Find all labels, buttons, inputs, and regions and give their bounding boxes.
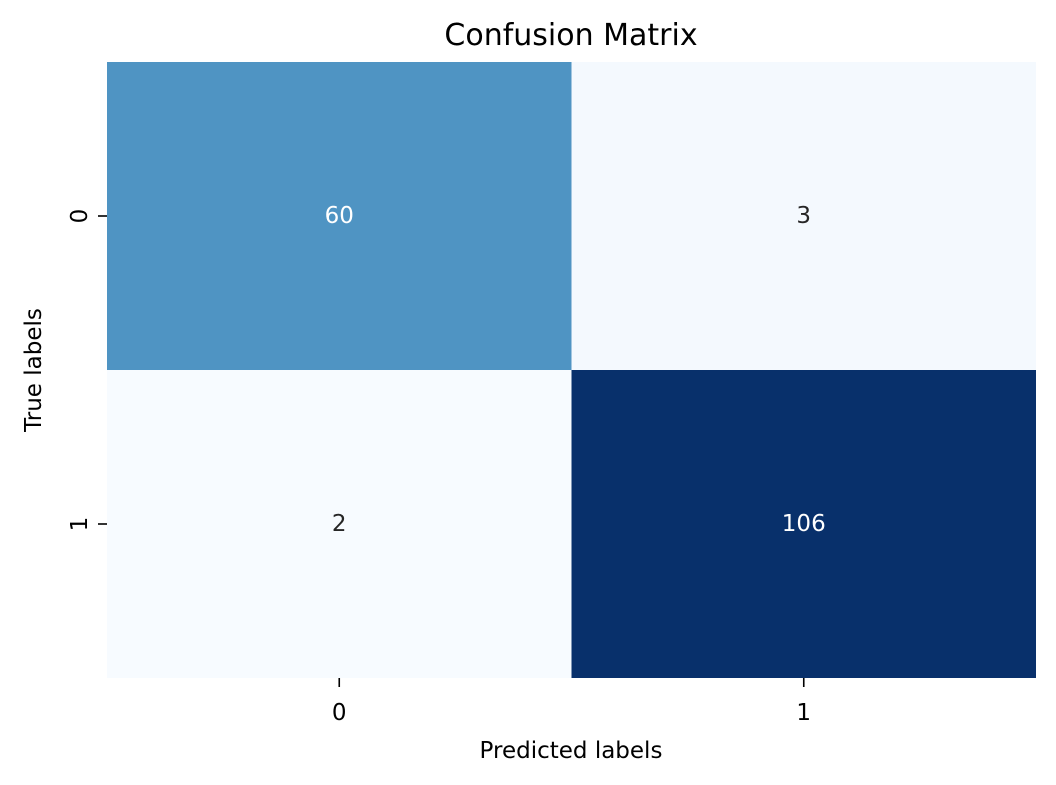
heatmap-cell-r1-c0 (107, 370, 572, 678)
axis-ticks: 0 1 0 1 (67, 209, 811, 726)
x-tick-label: 1 (796, 700, 811, 726)
heatmap-cells (107, 62, 1036, 678)
x-tick-label: 0 (332, 700, 347, 726)
chart-title: Confusion Matrix (444, 18, 697, 53)
y-axis-label: True labels (21, 308, 47, 433)
y-tick-label: 0 (67, 209, 93, 224)
heatmap-cell-r0-c1 (571, 62, 1036, 370)
cell-value-r0-c0: 60 (325, 203, 354, 229)
cell-value-r0-c1: 3 (796, 203, 811, 229)
x-axis-label: Predicted labels (480, 738, 663, 764)
heatmap-cell-r0-c0 (107, 62, 572, 370)
cell-value-r1-c1: 106 (782, 511, 826, 537)
cell-value-r1-c0: 2 (332, 511, 347, 537)
heatmap-cell-labels: 60 3 2 106 (325, 203, 826, 537)
heatmap-cell-r1-c1 (571, 370, 1036, 678)
y-tick-label: 1 (67, 517, 93, 532)
